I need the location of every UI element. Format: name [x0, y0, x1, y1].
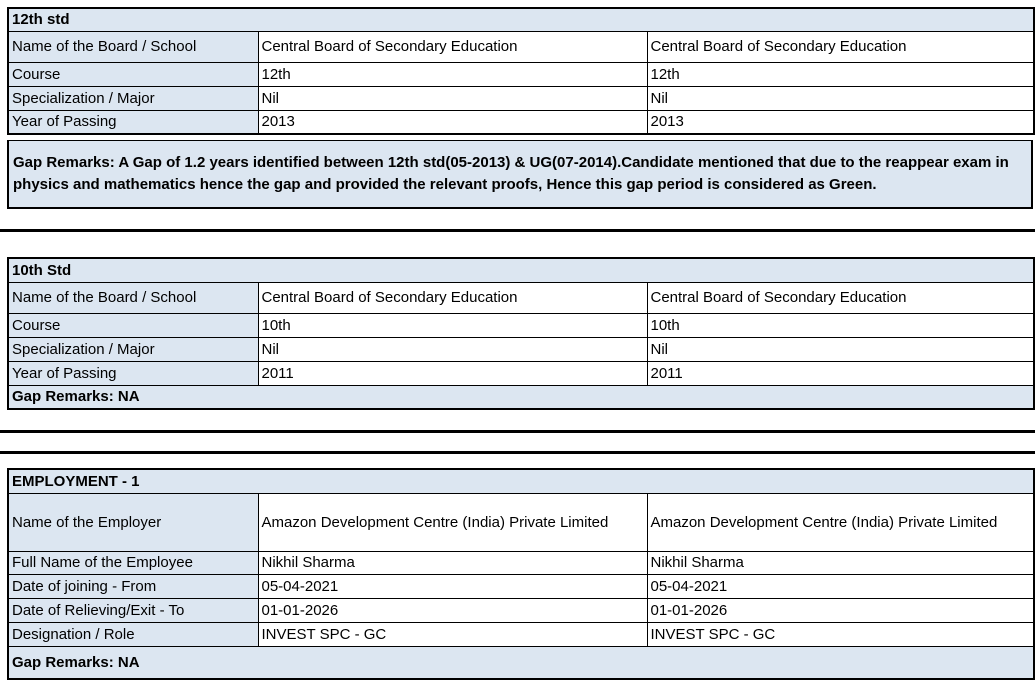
gap-remarks-row: Gap Remarks: NA — [7, 645, 1035, 680]
gap-remarks-employment: Gap Remarks: NA — [7, 645, 1035, 680]
row-value-cell: 01-01-2026 — [257, 597, 648, 623]
section-separator-line — [0, 451, 1035, 454]
row-label-cell: Year of Passing — [7, 109, 259, 135]
row-value-cell: 05-04-2021 — [646, 573, 1035, 599]
row-value-cell: 10th — [257, 312, 648, 338]
row-label-cell: Date of Relieving/Exit - To — [7, 597, 259, 623]
table-row: Date of Relieving/Exit - To 01-01-2026 0… — [7, 597, 1035, 623]
row-label-cell: Course — [7, 61, 259, 87]
table-row: Year of Passing 2013 2013 — [7, 109, 1035, 135]
row-value-cell: 05-04-2021 — [257, 573, 648, 599]
row-value-cell: Nikhil Sharma — [257, 550, 648, 575]
section-title-12th: 12th std — [7, 7, 1035, 32]
row-label-cell: Full Name of the Employee — [7, 550, 259, 575]
table-row: Specialization / Major Nil Nil — [7, 336, 1035, 362]
row-label-cell: Specialization / Major — [7, 336, 259, 362]
row-value-cell: 12th — [257, 61, 648, 87]
row-value-cell: Central Board of Secondary Education — [646, 30, 1035, 63]
table-row: Course 10th 10th — [7, 312, 1035, 338]
section-header-row: 12th std — [7, 7, 1035, 32]
gap-remarks-12th: Gap Remarks: A Gap of 1.2 years identifi… — [7, 140, 1033, 209]
row-label-cell: Name of the Board / School — [7, 30, 259, 63]
row-value-cell: 2013 — [646, 109, 1035, 135]
row-label-cell: Year of Passing — [7, 360, 259, 386]
table-row: Name of the Employer Amazon Development … — [7, 492, 1035, 552]
section-title-10th: 10th Std — [7, 257, 1035, 283]
table-row: Designation / Role INVEST SPC - GC INVES… — [7, 621, 1035, 647]
row-value-cell: 2011 — [257, 360, 648, 386]
section-separator-line — [0, 229, 1035, 232]
row-value-cell: Central Board of Secondary Education — [257, 30, 648, 63]
row-value-cell: Amazon Development Centre (India) Privat… — [257, 492, 648, 552]
row-value-cell: 12th — [646, 61, 1035, 87]
row-value-cell: Nil — [646, 85, 1035, 111]
employment-table: EMPLOYMENT - 1 Name of the Employer Amaz… — [7, 468, 1035, 680]
gap-remarks-row: Gap Remarks: NA — [7, 384, 1035, 410]
section-header-row: EMPLOYMENT - 1 — [7, 468, 1035, 494]
table-row: Year of Passing 2011 2011 — [7, 360, 1035, 386]
row-value-cell: 2011 — [646, 360, 1035, 386]
row-label-cell: Date of joining - From — [7, 573, 259, 599]
row-value-cell: Central Board of Secondary Education — [646, 281, 1035, 314]
education-table-12th: 12th std Name of the Board / School Cent… — [7, 7, 1035, 135]
row-value-cell: Nil — [646, 336, 1035, 362]
row-value-cell: INVEST SPC - GC — [257, 621, 648, 647]
row-value-cell: Nil — [257, 336, 648, 362]
row-label-cell: Name of the Employer — [7, 492, 259, 552]
education-table-10th: 10th Std Name of the Board / School Cent… — [7, 257, 1035, 410]
gap-remarks-10th: Gap Remarks: NA — [7, 384, 1035, 410]
row-value-cell: Amazon Development Centre (India) Privat… — [646, 492, 1035, 552]
section-separator-line — [0, 430, 1035, 433]
row-value-cell: 2013 — [257, 109, 648, 135]
table-row: Course 12th 12th — [7, 61, 1035, 87]
section-header-row: 10th Std — [7, 257, 1035, 283]
gap-remarks-text: Gap Remarks: A Gap of 1.2 years identifi… — [13, 154, 1009, 193]
row-label-cell: Name of the Board / School — [7, 281, 259, 314]
row-value-cell: INVEST SPC - GC — [646, 621, 1035, 647]
row-label-cell: Course — [7, 312, 259, 338]
row-label-cell: Designation / Role — [7, 621, 259, 647]
table-row: Specialization / Major Nil Nil — [7, 85, 1035, 111]
row-label-cell: Specialization / Major — [7, 85, 259, 111]
table-row: Name of the Board / School Central Board… — [7, 30, 1035, 63]
row-value-cell: 10th — [646, 312, 1035, 338]
table-row: Date of joining - From 05-04-2021 05-04-… — [7, 573, 1035, 599]
row-value-cell: 01-01-2026 — [646, 597, 1035, 623]
table-row: Name of the Board / School Central Board… — [7, 281, 1035, 314]
row-value-cell: Nil — [257, 85, 648, 111]
row-value-cell: Nikhil Sharma — [646, 550, 1035, 575]
table-row: Full Name of the Employee Nikhil Sharma … — [7, 550, 1035, 575]
section-title-employment: EMPLOYMENT - 1 — [7, 468, 1035, 494]
row-value-cell: Central Board of Secondary Education — [257, 281, 648, 314]
